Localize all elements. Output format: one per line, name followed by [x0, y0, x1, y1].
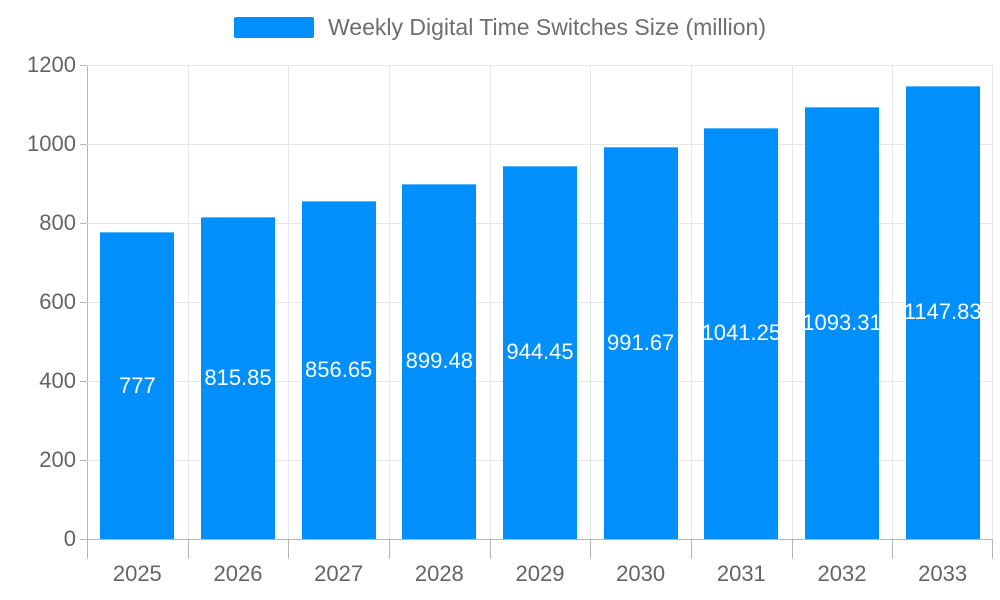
y-axis-tick: [80, 539, 87, 540]
bar-2033[interactable]: [905, 85, 980, 539]
x-axis-category-label: 2030: [616, 561, 666, 586]
x-axis-line: [87, 539, 993, 540]
gridline-vertical: [691, 65, 692, 539]
gridline-vertical: [389, 65, 390, 539]
x-axis-tick: [288, 539, 290, 559]
y-axis-tick-label: 0: [63, 526, 76, 551]
gridline-vertical: [892, 65, 894, 539]
y-axis-tick-label: 1200: [27, 52, 76, 77]
bar-2032[interactable]: [805, 107, 879, 539]
x-axis-tick: [590, 539, 592, 559]
x-axis-category-label: 2033: [918, 561, 968, 586]
y-axis-line: [87, 65, 88, 559]
x-axis-category-label: 2029: [515, 561, 565, 586]
y-axis-tick-label: 800: [39, 210, 76, 235]
x-axis-tick: [691, 539, 692, 559]
y-axis-tick: [80, 65, 87, 66]
x-axis-tick: [892, 539, 894, 559]
x-axis-category-label: 2025: [112, 561, 162, 586]
y-axis-tick-label: 200: [39, 447, 76, 472]
bar-2028[interactable]: [402, 183, 477, 539]
x-axis-tick: [489, 539, 491, 559]
x-axis-category-label: 2026: [213, 561, 263, 586]
y-axis-tick: [80, 144, 87, 145]
x-axis-tick: [791, 539, 793, 559]
gridline-horizontal: [87, 65, 993, 66]
x-axis-tick: [389, 539, 390, 559]
bar-2029[interactable]: [503, 165, 577, 539]
legend-marker-icon: [234, 17, 315, 38]
gridline-vertical: [791, 65, 793, 539]
x-axis-tick: [992, 539, 993, 559]
plot-area: 777 815.85 856.65 899.48 944.45 991.67 1041.25…: [87, 65, 993, 539]
bar-2027[interactable]: [301, 200, 376, 539]
y-axis-tick-label: 1000: [27, 131, 76, 156]
x-axis-tick: [87, 539, 88, 559]
legend-label: Weekly Digital Time Switches Size (milli…: [328, 14, 766, 40]
bar-2025[interactable]: [100, 232, 175, 539]
legend-item[interactable]: Weekly Digital Time Switches Size (milli…: [0, 14, 1000, 41]
gridline-vertical: [187, 65, 189, 539]
y-axis-tick: [80, 302, 87, 303]
x-axis-category-label: 2032: [817, 561, 867, 586]
x-axis-tick: [187, 539, 189, 559]
gridline-vertical: [489, 65, 491, 539]
bar-2030[interactable]: [603, 147, 678, 539]
gridline-vertical: [590, 65, 592, 539]
y-axis-tick-label: 600: [39, 289, 76, 314]
x-axis-category-label: 2031: [716, 561, 766, 586]
gridline-horizontal: [87, 144, 993, 145]
y-axis-tick: [80, 460, 87, 461]
gridline-vertical: [288, 65, 290, 539]
y-axis-tick: [80, 223, 87, 224]
y-axis-tick: [80, 381, 87, 382]
x-axis-category-label: 2028: [414, 561, 464, 586]
bar-2026[interactable]: [201, 216, 275, 539]
x-axis-category-label: 2027: [314, 561, 364, 586]
gridline-vertical: [992, 65, 993, 539]
y-axis-tick-label: 400: [39, 368, 76, 393]
bar-2031[interactable]: [704, 127, 779, 539]
